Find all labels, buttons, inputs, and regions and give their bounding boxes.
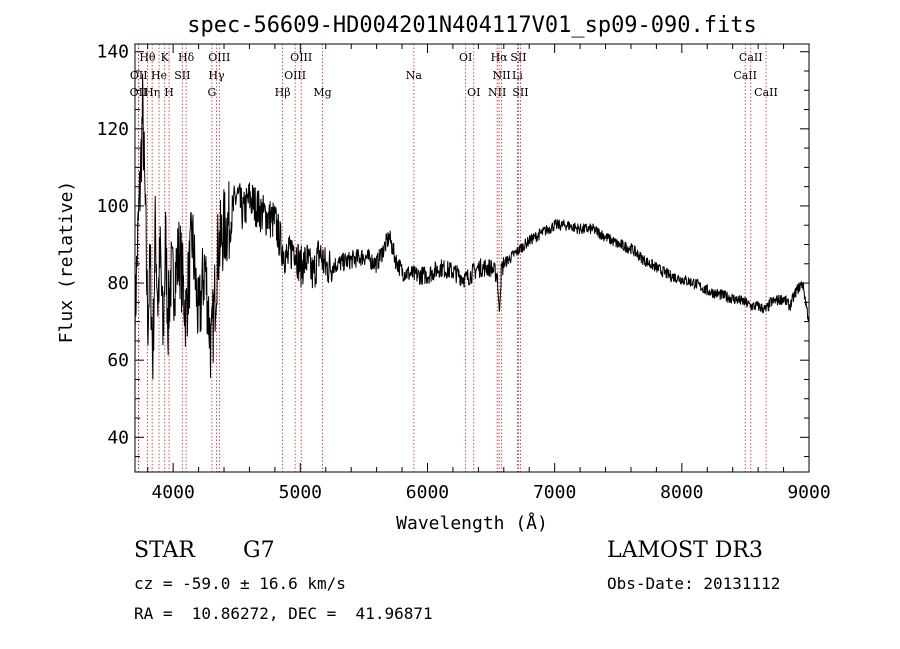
x-tick-label: 5000 <box>279 482 322 503</box>
spectral-line-label: SII <box>174 69 190 82</box>
spectral-line-markers: OIIOIIHθHηHeKHSIIHδGHγOIIIHβOIIIOIIIMgNa… <box>130 44 778 472</box>
x-tick-label: 4000 <box>151 482 194 503</box>
y-tick-label: 120 <box>96 119 129 140</box>
object-class: STAR <box>134 538 195 563</box>
spectral-line-label: OI <box>459 51 472 64</box>
spectral-line-label: SII <box>510 51 526 64</box>
observation-date: Obs-Date: 20131112 <box>607 574 781 593</box>
spectrum-line <box>134 73 810 380</box>
spectral-line-label: OI <box>467 86 480 99</box>
y-axis-label: Flux (relative) <box>56 181 77 344</box>
y-axis-ticks: 40 60 80 100 120 140 <box>96 42 809 458</box>
x-tick-label: 8000 <box>660 482 703 503</box>
y-tick-label: 60 <box>107 350 129 371</box>
spectrum-series <box>134 73 810 380</box>
x-tick-label: 7000 <box>533 482 576 503</box>
x-tick-label: 6000 <box>406 482 449 503</box>
spectral-line-label: Hα <box>491 51 509 64</box>
spectral-line-label: NII <box>492 69 510 82</box>
y-tick-label: 40 <box>107 427 129 448</box>
spectral-line-label: SII <box>512 86 528 99</box>
spectral-line-label: H <box>164 86 174 99</box>
spectral-line-label: K <box>161 51 170 64</box>
spectral-line-label: He <box>151 69 167 82</box>
spectral-line-label: OIII <box>290 51 312 64</box>
spectral-line-label: NII <box>488 86 506 99</box>
y-tick-label: 140 <box>96 42 129 63</box>
x-axis-label: Wavelength (Å) <box>396 512 548 534</box>
spectral-line-label: CaII <box>733 69 757 82</box>
redshift-velocity: cz = -59.0 ± 16.6 km/s <box>134 574 346 593</box>
spectral-line-label: CaII <box>754 86 778 99</box>
spectral-line-label: G <box>208 86 217 99</box>
spectral-line-label: Hη <box>144 86 160 99</box>
y-tick-label: 100 <box>96 196 129 217</box>
chart-title: spec-56609-HD004201N404117V01_sp09-090.f… <box>187 13 757 38</box>
spectral-line-label: Hθ <box>139 51 156 64</box>
spectral-line-label: OIII <box>284 69 306 82</box>
spectral-line-label: Hβ <box>275 86 291 99</box>
spectral-line-label: CaII <box>739 51 763 64</box>
spectral-line-label: Hγ <box>208 69 225 82</box>
x-axis-ticks: 4000 5000 6000 7000 8000 9000 <box>147 44 831 503</box>
survey-name: LAMOST DR3 <box>607 538 763 563</box>
spectral-line-label: Na <box>406 69 423 82</box>
spectral-line-label: OIII <box>208 51 230 64</box>
spectral-line-label: Li <box>512 69 523 82</box>
coordinates: RA = 10.86272, DEC = 41.96871 <box>134 604 433 623</box>
plot-frame <box>134 43 810 473</box>
spectral-line-label: Hδ <box>178 51 195 64</box>
object-subclass: G7 <box>243 538 275 563</box>
spectral-line-label: Mg <box>313 86 331 99</box>
y-tick-label: 80 <box>107 273 129 294</box>
x-tick-label: 9000 <box>787 482 830 503</box>
